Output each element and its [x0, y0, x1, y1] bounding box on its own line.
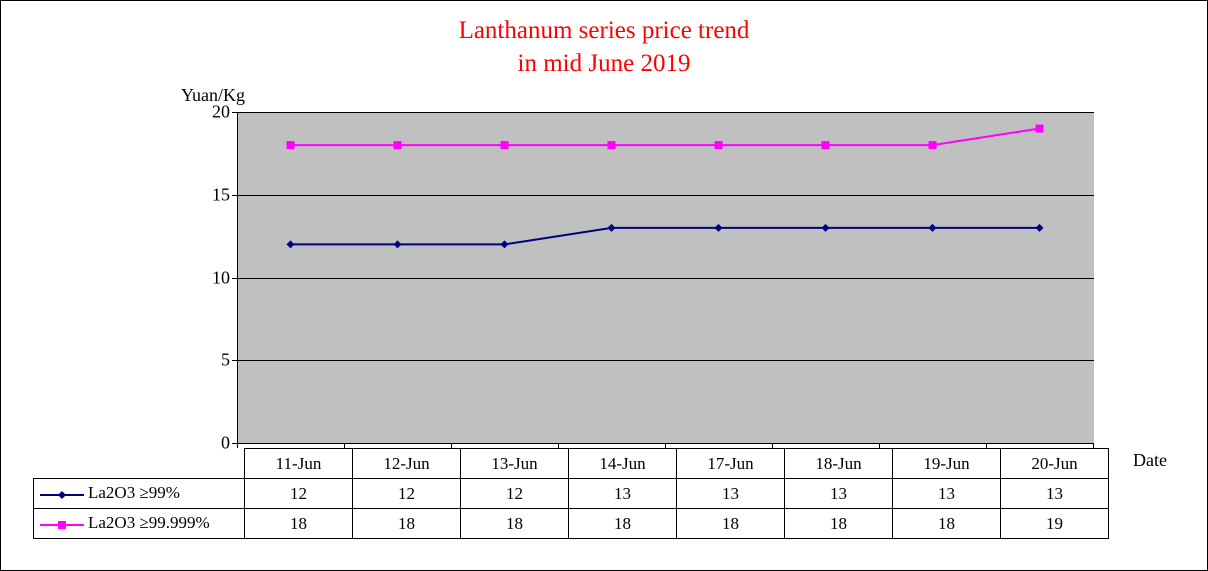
value-cell: 12	[461, 479, 569, 509]
table-blank-cell	[34, 449, 245, 479]
series-marker	[394, 240, 402, 248]
value-cell: 19	[1001, 509, 1109, 539]
value-cell: 13	[677, 479, 785, 509]
series-marker	[822, 224, 830, 232]
value-cell: 18	[353, 509, 461, 539]
category-cell: 11-Jun	[245, 449, 353, 479]
value-cell: 13	[893, 479, 1001, 509]
series-line	[291, 228, 1040, 245]
series-marker	[501, 141, 509, 149]
table-row: La2O3 ≥99%1212121313131313	[34, 479, 1109, 509]
table-header-row: 11-Jun12-Jun13-Jun14-Jun17-Jun18-Jun19-J…	[34, 449, 1109, 479]
title-line-1: Lanthanum series price trend	[459, 17, 750, 44]
category-cell: 14-Jun	[569, 449, 677, 479]
series-marker	[1036, 224, 1044, 232]
category-cell: 12-Jun	[353, 449, 461, 479]
value-cell: 18	[569, 509, 677, 539]
series-marker	[608, 141, 616, 149]
value-cell: 13	[569, 479, 677, 509]
y-tick-label: 15	[190, 184, 230, 205]
y-tick-label: 20	[190, 102, 230, 123]
legend-cell: La2O3 ≥99%	[34, 479, 245, 509]
category-cell: 17-Jun	[677, 449, 785, 479]
value-cell: 18	[893, 509, 1001, 539]
series-marker	[1036, 125, 1044, 133]
x-axis-label: Date	[1133, 450, 1167, 471]
title-line-2: in mid June 2019	[518, 50, 691, 77]
series-marker	[929, 141, 937, 149]
legend-icon	[40, 484, 84, 504]
series-line	[291, 129, 1040, 146]
y-tick-label: 5	[190, 350, 230, 371]
y-tick-label: 10	[190, 267, 230, 288]
chart-title: Lanthanum series price trend in mid June…	[1, 15, 1207, 80]
value-cell: 12	[353, 479, 461, 509]
series-marker	[822, 141, 830, 149]
value-cell: 18	[461, 509, 569, 539]
series-marker	[501, 240, 509, 248]
value-cell: 18	[677, 509, 785, 539]
series-marker	[287, 240, 295, 248]
value-cell: 12	[245, 479, 353, 509]
category-cell: 18-Jun	[785, 449, 893, 479]
chart-container: Lanthanum series price trend in mid June…	[0, 0, 1208, 571]
category-cell: 19-Jun	[893, 449, 1001, 479]
series-marker	[287, 141, 295, 149]
chart-lines	[237, 112, 1093, 443]
value-cell: 18	[785, 509, 893, 539]
legend-label: La2O3 ≥99%	[88, 483, 180, 502]
value-cell: 18	[245, 509, 353, 539]
legend-icon	[40, 514, 84, 534]
series-marker	[394, 141, 402, 149]
value-cell: 13	[1001, 479, 1109, 509]
category-cell: 20-Jun	[1001, 449, 1109, 479]
table-row: La2O3 ≥99.999%1818181818181819	[34, 509, 1109, 539]
series-marker	[715, 224, 723, 232]
series-marker	[715, 141, 723, 149]
series-marker	[929, 224, 937, 232]
data-table: 11-Jun12-Jun13-Jun14-Jun17-Jun18-Jun19-J…	[33, 448, 1109, 539]
legend-label: La2O3 ≥99.999%	[88, 513, 210, 532]
series-marker	[608, 224, 616, 232]
category-cell: 13-Jun	[461, 449, 569, 479]
value-cell: 13	[785, 479, 893, 509]
legend-cell: La2O3 ≥99.999%	[34, 509, 245, 539]
